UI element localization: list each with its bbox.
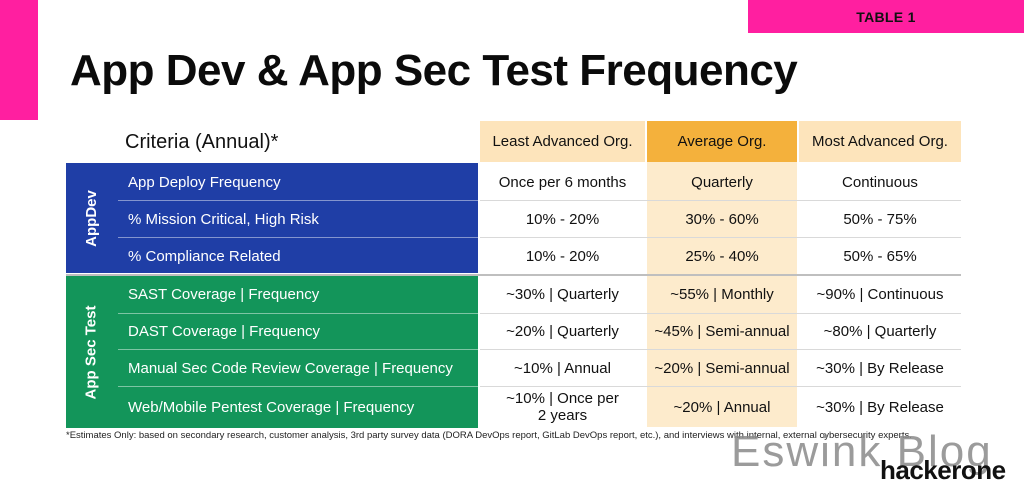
cell-least: 10% - 20% — [525, 248, 600, 265]
cell-average: ~45% | Semi-annual — [654, 323, 790, 340]
cell-divider — [480, 386, 961, 387]
column-header-least: Least Advanced Org. — [480, 121, 645, 162]
cell-most: ~80% | Quarterly — [823, 323, 937, 340]
page-title: App Dev & App Sec Test Frequency — [70, 46, 798, 95]
group-appdev — [66, 163, 478, 273]
table-tag: TABLE 1 — [748, 0, 1024, 33]
cell-most: 50% - 75% — [843, 211, 917, 228]
cell-least: ~30% | Quarterly — [506, 286, 619, 303]
cell-most: ~90% | Continuous — [816, 286, 944, 303]
cell-divider — [480, 349, 961, 350]
cell-most: 50% - 65% — [843, 248, 917, 265]
table-tag-label: TABLE 1 — [856, 8, 916, 25]
row-divider — [118, 313, 478, 314]
row-divider — [118, 349, 478, 350]
row-criteria: % Mission Critical, High Risk — [128, 211, 319, 228]
group-label-appdev-text: AppDev — [82, 189, 100, 247]
column-header-most: Most Advanced Org. — [799, 121, 961, 162]
cell-average: ~20% | Semi-annual — [654, 360, 790, 377]
row-divider — [118, 237, 478, 238]
pink-accent-bar — [0, 0, 38, 120]
cell-least: Once per 6 months — [498, 174, 627, 191]
cell-divider — [480, 313, 961, 314]
row-criteria: SAST Coverage | Frequency — [128, 286, 320, 303]
group-separator — [66, 274, 961, 276]
criteria-header: Criteria (Annual)* — [125, 131, 279, 153]
cell-average: ~55% | Monthly — [670, 286, 774, 303]
cell-divider — [480, 237, 961, 238]
cell-average: Quarterly — [691, 174, 753, 191]
row-criteria: Manual Sec Code Review Coverage | Freque… — [128, 360, 453, 377]
group-label-appsec-text: App Sec Test — [82, 305, 100, 399]
cell-average: ~20% | Annual — [673, 398, 771, 416]
group-label-appdev: AppDev — [66, 163, 116, 273]
row-criteria: App Deploy Frequency — [128, 174, 281, 191]
column-header-average: Average Org. — [647, 121, 797, 162]
footnote: *Estimates Only: based on secondary rese… — [66, 430, 912, 441]
row-criteria: Web/Mobile Pentest Coverage | Frequency — [128, 398, 415, 416]
row-divider — [118, 386, 478, 387]
cell-most: ~30% | By Release — [816, 398, 944, 416]
cell-least: ~10% | Once per 2 years — [506, 390, 619, 424]
cell-most: Continuous — [842, 174, 918, 191]
row-criteria: % Compliance Related — [128, 248, 281, 265]
watermark: Eswink Blog — [731, 427, 993, 476]
cell-divider — [480, 200, 961, 201]
row-divider — [118, 200, 478, 201]
cell-least: 10% - 20% — [525, 211, 600, 228]
row-criteria: DAST Coverage | Frequency — [128, 323, 321, 340]
cell-least: ~20% | Quarterly — [506, 323, 619, 340]
cell-most: ~30% | By Release — [816, 360, 944, 377]
group-label-appsec: App Sec Test — [66, 276, 116, 428]
cell-average: 25% - 40% — [685, 248, 759, 265]
brand-logo: hackerone — [880, 455, 1006, 485]
cell-average: 30% - 60% — [685, 211, 759, 228]
cell-least: ~10% | Annual — [514, 360, 611, 377]
group-appsec — [66, 276, 478, 428]
